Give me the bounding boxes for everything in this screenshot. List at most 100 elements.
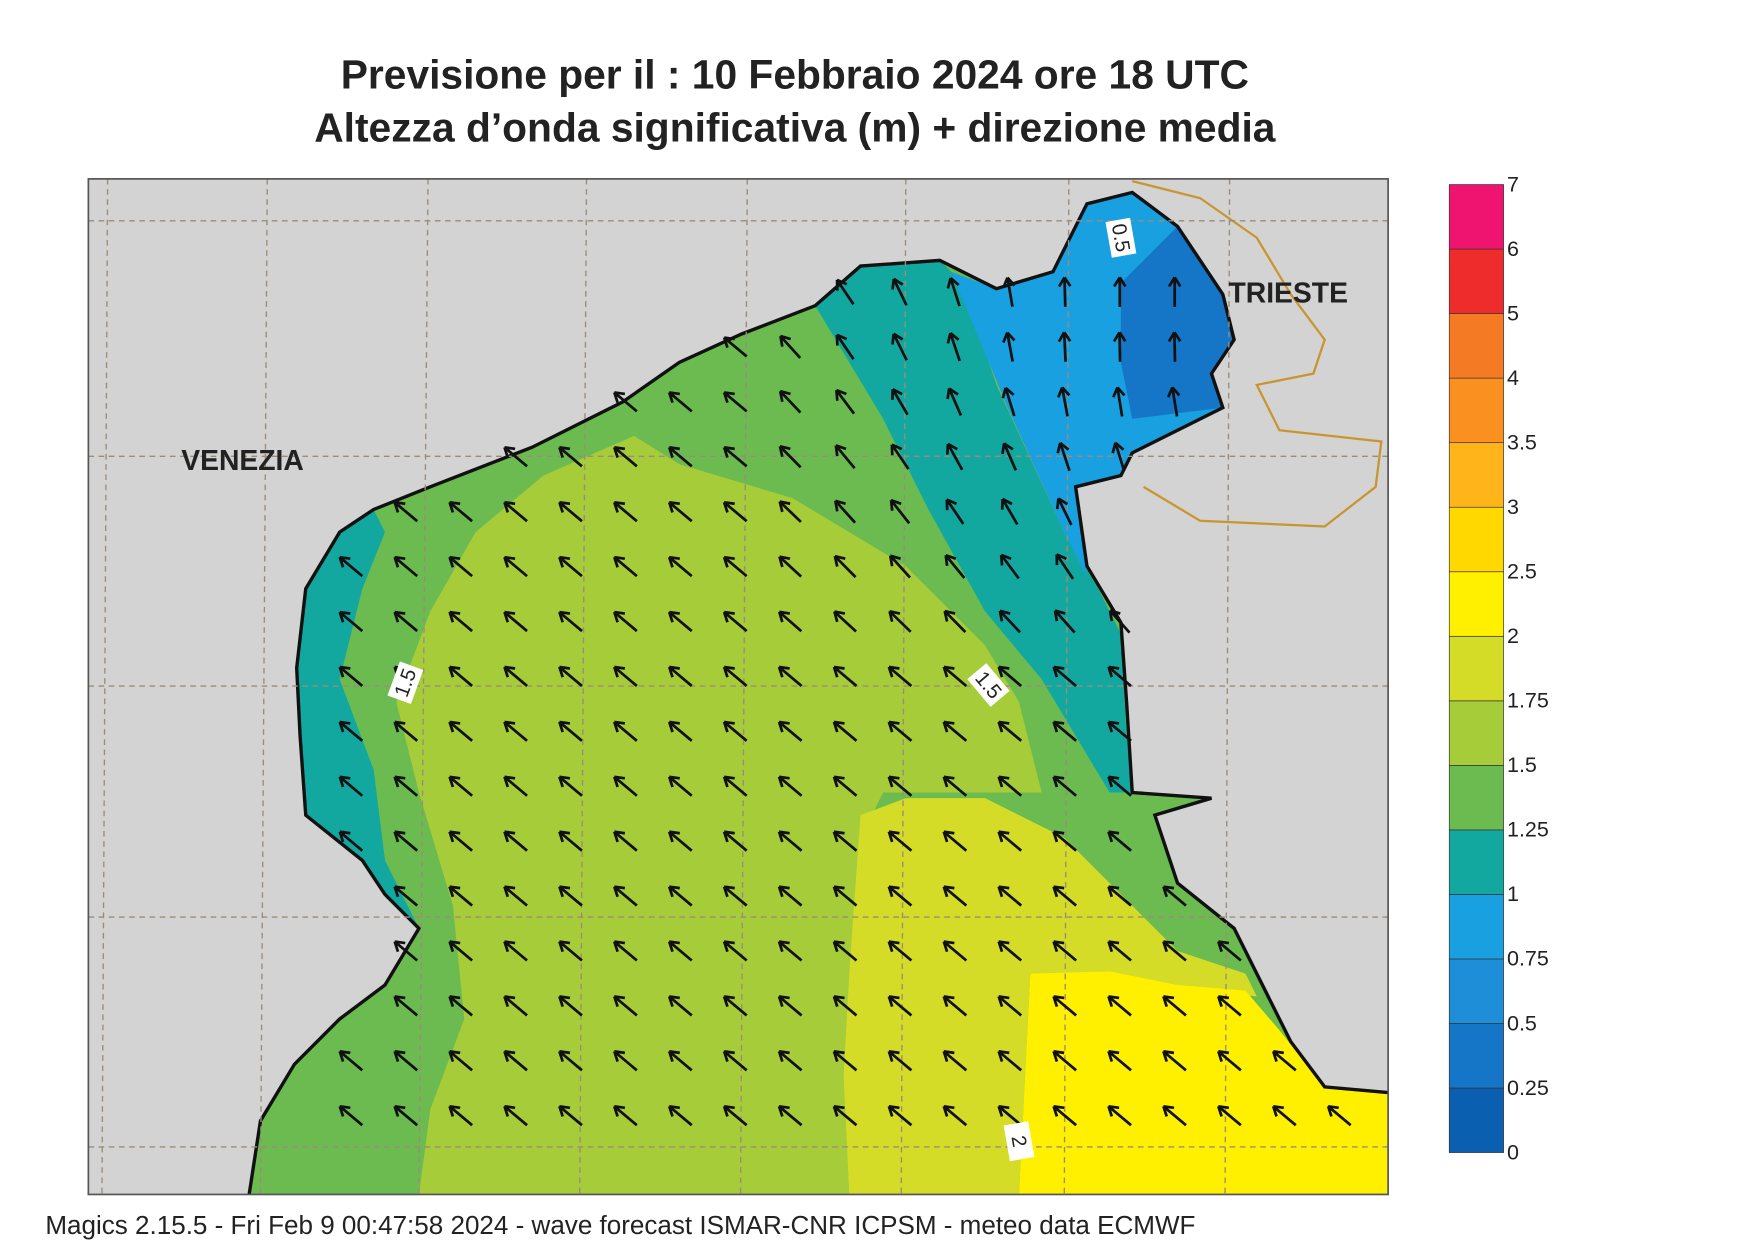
direction-arrow xyxy=(613,610,638,633)
direction-arrow xyxy=(1107,1050,1132,1072)
direction-arrow xyxy=(393,775,419,797)
direction-arrow xyxy=(503,555,528,578)
direction-arrow xyxy=(667,391,693,413)
direction-arrow xyxy=(613,720,638,742)
colorbar-label: 5 xyxy=(1507,301,1519,325)
grid-lines xyxy=(88,178,1389,1195)
direction-arrow xyxy=(1002,331,1016,362)
direction-arrow xyxy=(1111,441,1126,472)
direction-arrow xyxy=(722,1050,748,1072)
direction-arrow xyxy=(558,500,583,523)
direction-arrow xyxy=(777,1050,803,1072)
direction-arrow xyxy=(1001,386,1016,417)
direction-arrow xyxy=(777,995,803,1017)
direction-arrow xyxy=(942,1050,968,1072)
contour-label-box xyxy=(387,661,424,704)
direction-arrow xyxy=(946,332,962,362)
direction-arrow xyxy=(503,500,528,523)
direction-arrow xyxy=(558,940,583,962)
direction-arrow xyxy=(997,940,1023,962)
direction-arrow xyxy=(448,995,474,1017)
direction-arrow xyxy=(1055,553,1075,580)
direction-arrow xyxy=(722,775,748,797)
contour-label-box xyxy=(1105,217,1137,258)
title-line1: Previsione per il : 10 Febbraio 2024 ore… xyxy=(341,51,1249,97)
direction-arrow xyxy=(448,500,474,523)
direction-arrow xyxy=(613,830,638,852)
direction-arrow xyxy=(393,885,419,907)
direction-arrow xyxy=(503,885,528,907)
direction-arrow xyxy=(448,775,474,797)
direction-arrow xyxy=(393,720,419,742)
direction-arrow xyxy=(558,446,583,468)
direction-arrow xyxy=(558,720,583,742)
direction-arrow xyxy=(888,609,912,633)
direction-arrow xyxy=(448,665,474,687)
direction-arrow xyxy=(834,499,857,524)
direction-arrow xyxy=(1053,609,1076,634)
direction-arrow xyxy=(503,446,528,468)
direction-arrow xyxy=(946,387,963,416)
direction-arrow xyxy=(1112,331,1127,362)
direction-arrow xyxy=(1162,1104,1187,1127)
direction-arrow xyxy=(832,720,858,742)
colorbar-swatch xyxy=(1448,248,1504,314)
border xyxy=(1131,180,1383,528)
direction-arrow xyxy=(1052,1050,1078,1072)
direction-arrow xyxy=(1326,1104,1352,1127)
colorbar-swatch xyxy=(1448,442,1504,508)
contour-label: 0.5 xyxy=(1105,217,1137,258)
colorbar-swatch xyxy=(1448,635,1504,702)
grid xyxy=(88,178,1389,1195)
direction-arrow xyxy=(1107,830,1132,852)
direction-arrow xyxy=(887,995,913,1017)
contour-band xyxy=(1019,971,1389,1195)
direction-arrow xyxy=(448,830,474,852)
direction-arrow xyxy=(503,940,528,962)
contour-band xyxy=(1120,226,1235,419)
direction-arrow xyxy=(832,885,858,907)
direction-arrow xyxy=(887,830,913,852)
direction-arrow xyxy=(503,1104,528,1127)
colorbar-label: 3.5 xyxy=(1507,430,1537,454)
colorbar-label: 2.5 xyxy=(1507,560,1537,584)
direction-arrow xyxy=(722,885,748,907)
direction-arrow xyxy=(832,940,858,962)
colorbar-swatch xyxy=(1448,700,1504,766)
direction-arrow xyxy=(1056,441,1071,472)
direction-arrow xyxy=(832,665,858,688)
place-label: VENEZIA xyxy=(181,444,304,476)
direction-arrow xyxy=(832,1050,858,1072)
direction-arrow xyxy=(1112,276,1127,307)
direction-arrow xyxy=(777,830,803,852)
direction-arrow xyxy=(667,775,693,797)
direction-arrow xyxy=(778,555,803,578)
direction-arrow xyxy=(1002,276,1016,307)
colorbar-label: 0.5 xyxy=(1507,1011,1537,1035)
direction-arrow xyxy=(942,995,968,1017)
direction-arrow xyxy=(945,498,965,525)
direction-arrow xyxy=(338,555,364,578)
direction-arrow xyxy=(722,940,748,962)
direction-arrow xyxy=(942,830,968,852)
colorbar-label: 1.25 xyxy=(1507,818,1549,842)
direction-arrow xyxy=(942,940,968,962)
arrow-field xyxy=(338,276,1352,1127)
direction-arrow xyxy=(393,830,419,852)
direction-arrow xyxy=(722,391,748,413)
direction-arrow xyxy=(558,555,583,578)
colorbar-swatch xyxy=(1448,829,1504,895)
contour-label-box xyxy=(967,663,1010,707)
colorbar-label: 0.25 xyxy=(1507,1076,1549,1100)
direction-arrow xyxy=(833,610,857,633)
direction-arrow xyxy=(943,609,967,634)
direction-arrow xyxy=(667,555,693,578)
direction-arrow xyxy=(613,940,638,962)
direction-arrow xyxy=(777,885,803,907)
direction-arrow xyxy=(558,830,583,852)
direction-arrow xyxy=(503,665,528,687)
direction-arrow xyxy=(1055,497,1073,526)
contour-label-text: 0.5 xyxy=(1107,222,1134,254)
direction-arrow xyxy=(448,1050,474,1072)
